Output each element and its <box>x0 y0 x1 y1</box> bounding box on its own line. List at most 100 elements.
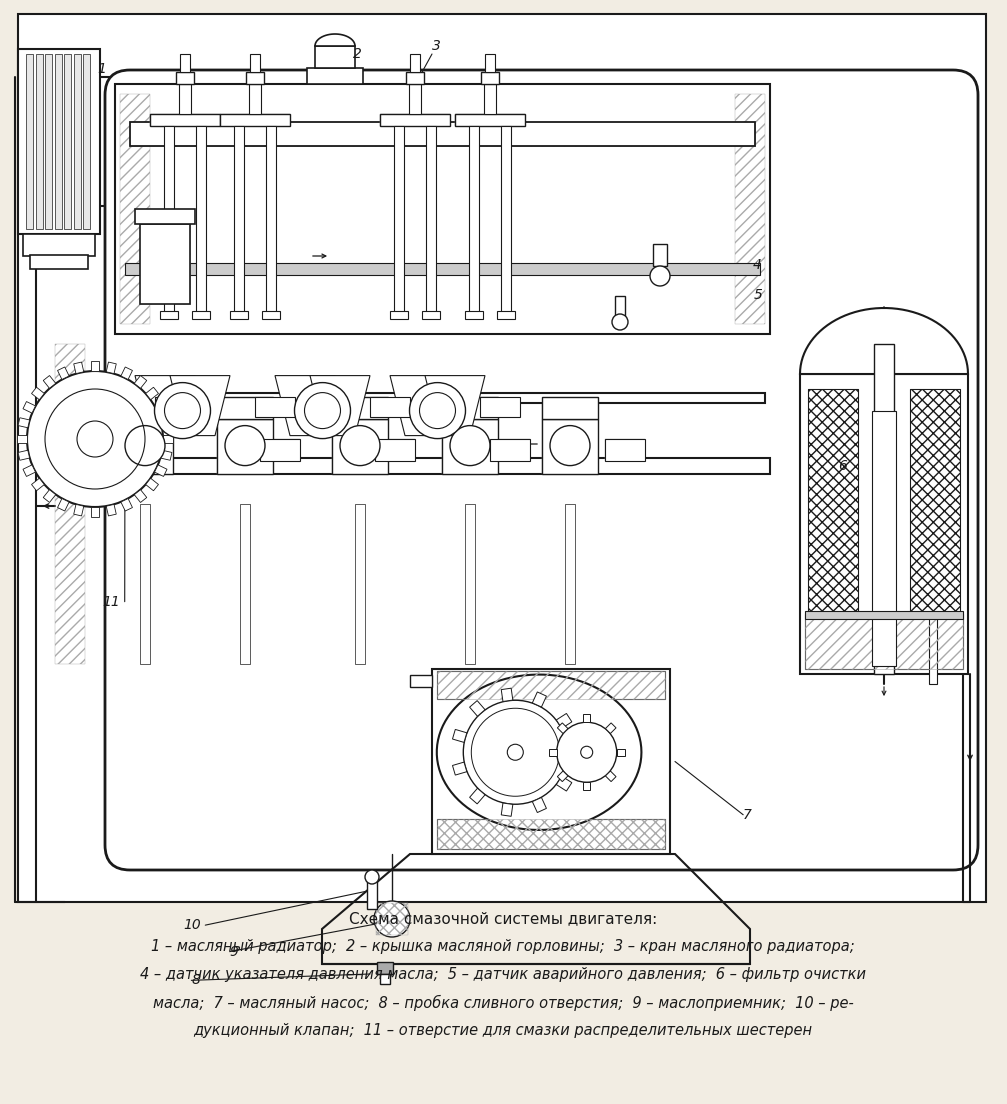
Bar <box>249 84 261 114</box>
Bar <box>735 94 765 323</box>
Polygon shape <box>501 688 513 701</box>
Bar <box>355 505 365 664</box>
Bar <box>240 505 250 664</box>
Bar <box>422 311 440 319</box>
Bar <box>140 224 190 304</box>
Bar <box>370 396 410 416</box>
Bar <box>542 396 598 418</box>
Bar <box>315 46 355 68</box>
Circle shape <box>125 426 165 466</box>
Bar <box>35 54 42 229</box>
Bar <box>230 311 248 319</box>
Polygon shape <box>91 507 99 517</box>
Circle shape <box>612 314 628 330</box>
Bar <box>217 418 273 474</box>
Polygon shape <box>135 375 195 436</box>
Circle shape <box>410 383 465 438</box>
Bar <box>380 974 390 984</box>
Bar <box>808 389 858 614</box>
Text: 8: 8 <box>191 974 200 987</box>
Polygon shape <box>556 713 572 729</box>
Circle shape <box>650 266 670 286</box>
Bar <box>380 114 450 126</box>
Text: масла;  7 – масляный насос;  8 – пробка сливного отверстия;  9 – маслоприемник; : масла; 7 – масляный насос; 8 – пробка сл… <box>153 995 853 1011</box>
Bar <box>140 505 150 664</box>
Polygon shape <box>533 692 547 707</box>
Bar <box>332 396 388 418</box>
Bar <box>115 84 770 335</box>
Bar <box>377 962 393 974</box>
Polygon shape <box>134 375 147 389</box>
Polygon shape <box>74 505 84 516</box>
Polygon shape <box>501 803 513 816</box>
Bar <box>469 126 479 314</box>
Polygon shape <box>583 714 590 722</box>
Bar <box>542 418 598 474</box>
Polygon shape <box>31 388 44 400</box>
Bar <box>390 311 408 319</box>
Polygon shape <box>91 361 99 371</box>
Bar <box>18 49 100 234</box>
Bar <box>437 671 665 699</box>
Polygon shape <box>310 375 370 436</box>
Bar <box>805 614 963 669</box>
Bar <box>179 84 191 114</box>
Bar <box>176 72 194 84</box>
Bar <box>150 114 220 126</box>
Bar <box>250 54 260 72</box>
Polygon shape <box>74 362 84 373</box>
Bar <box>426 126 436 314</box>
Bar <box>409 84 421 114</box>
Bar <box>117 418 173 474</box>
Bar <box>910 389 960 614</box>
Bar <box>83 54 90 229</box>
Bar <box>220 114 290 126</box>
Bar <box>18 14 986 902</box>
Polygon shape <box>18 417 29 427</box>
Polygon shape <box>31 478 44 491</box>
Bar <box>376 903 408 935</box>
Bar <box>64 54 71 229</box>
Bar <box>155 396 195 416</box>
Text: 1 – масляный радиатор;  2 – крышка масляной горловины;  3 – кран масляного радиа: 1 – масляный радиатор; 2 – крышка маслян… <box>151 940 855 955</box>
Bar <box>332 418 388 474</box>
Bar <box>164 126 174 314</box>
Polygon shape <box>160 450 172 460</box>
Bar <box>465 505 475 664</box>
Bar <box>480 396 520 416</box>
Polygon shape <box>425 375 485 436</box>
Bar <box>542 396 598 418</box>
Bar <box>805 611 963 619</box>
Bar <box>180 54 190 72</box>
Bar <box>437 671 665 699</box>
Bar <box>45 54 52 229</box>
Text: 6: 6 <box>838 459 847 473</box>
Bar <box>442 418 498 474</box>
Bar <box>332 396 388 418</box>
Bar <box>455 114 525 126</box>
Bar <box>220 114 290 126</box>
Text: 11: 11 <box>103 595 121 608</box>
Polygon shape <box>800 308 968 374</box>
Polygon shape <box>583 783 590 790</box>
Polygon shape <box>121 499 133 511</box>
Bar <box>874 344 894 675</box>
Bar <box>437 819 665 849</box>
Circle shape <box>450 426 490 466</box>
Bar <box>246 72 264 84</box>
Bar <box>135 209 195 224</box>
Bar <box>410 675 432 687</box>
Bar <box>653 244 667 266</box>
Bar <box>455 114 525 126</box>
Polygon shape <box>533 797 547 813</box>
Polygon shape <box>452 762 467 775</box>
Bar <box>74 54 81 229</box>
Bar <box>30 255 88 269</box>
Bar <box>481 72 499 84</box>
Polygon shape <box>557 771 568 782</box>
Bar <box>192 311 210 319</box>
Polygon shape <box>616 749 624 756</box>
Text: 2: 2 <box>353 47 362 61</box>
Polygon shape <box>43 375 55 389</box>
Polygon shape <box>170 375 230 436</box>
